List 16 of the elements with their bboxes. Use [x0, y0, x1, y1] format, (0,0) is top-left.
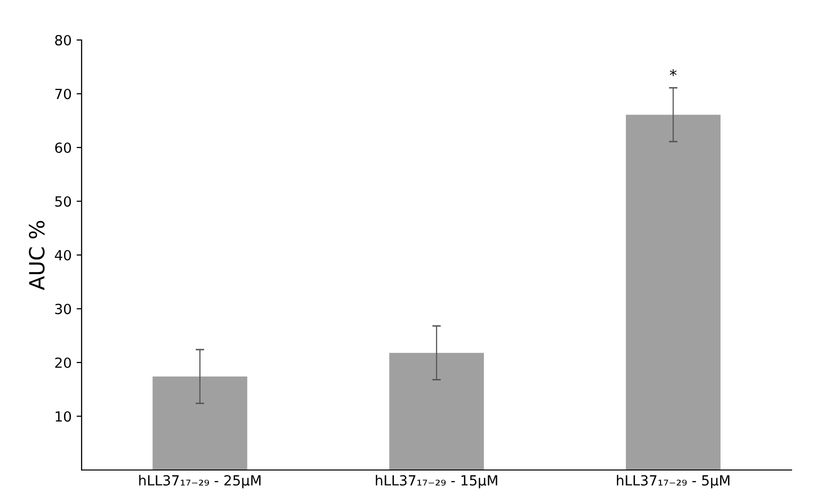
y-tick-label: 50 — [55, 196, 71, 207]
y-tick-label: 40 — [54, 250, 71, 260]
x-tick-label: hLL37₁₇₋₂₉ - 25µM — [139, 474, 261, 488]
bar — [389, 352, 484, 470]
bar — [152, 376, 248, 470]
x-tick-label: hLL37₁₇₋₂₉ - 15µM — [376, 474, 498, 488]
bar — [626, 114, 721, 470]
y-tick-label: 80 — [55, 34, 71, 46]
x-tick-label: hLL37₁₇₋₂₉ - 5µM — [616, 474, 730, 488]
y-tick-label: 60 — [55, 142, 71, 153]
y-tick-label: 30 — [55, 304, 71, 314]
y-tick-label: 10 — [56, 411, 71, 422]
y-tick-label: 20 — [55, 357, 71, 368]
y-axis-title: AUC % — [28, 220, 45, 290]
annotation: * — [670, 69, 677, 76]
y-tick-label: 70 — [55, 88, 71, 100]
